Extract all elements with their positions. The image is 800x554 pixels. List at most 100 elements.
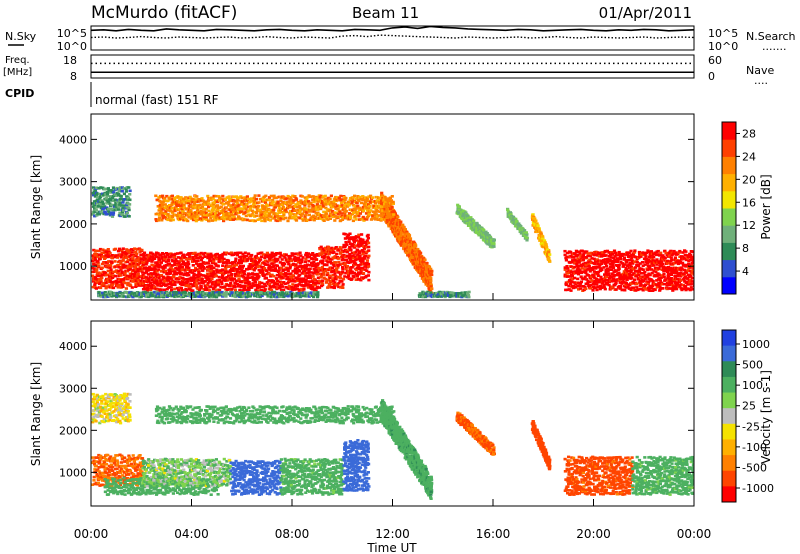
heat-cell [156,205,160,208]
heat-cell [195,280,199,283]
heat-cell [405,244,409,247]
heat-cell [650,257,654,261]
heat-cell [139,253,143,257]
heat-cell [625,278,629,282]
heat-cell [306,276,310,279]
heat-cell [230,287,234,291]
heat-cell [341,283,345,286]
heat-cell [295,284,300,288]
heat-cell [573,252,577,255]
heat-cell [99,186,103,189]
heat-cell [649,278,653,281]
heat-cell [651,280,655,283]
heat-cell [547,256,551,260]
heat-cell [622,256,626,259]
heat-cell [348,258,352,262]
heat-cell [150,278,154,282]
heat-cell [186,213,190,217]
heat-cell [208,273,212,276]
heat-cell [618,255,622,259]
heat-cell [200,274,204,277]
heat-cell [692,282,694,285]
heat-cell [207,214,211,217]
heat-cell [227,274,231,277]
heat-cell [211,204,215,208]
heat-cell [237,208,241,212]
heat-cell [154,255,158,259]
heat-cell [292,262,296,266]
heat-cell [411,260,415,264]
heat-cell [323,268,327,271]
heat-cell [91,280,96,283]
heat-cell [679,279,683,282]
heat-cell [339,247,343,251]
heat-cell [592,285,596,289]
heat-cell [141,265,145,268]
heat-cell [194,215,198,218]
heat-cell [410,259,415,262]
heat-cell [130,272,134,276]
heat-cell [123,215,127,218]
heat-cell [575,262,579,266]
heat-cell [104,279,108,282]
heat-cell [381,194,385,198]
heat-cell [171,210,175,213]
heat-cell [337,248,341,252]
heat-cell [337,271,341,274]
heat-cell [209,259,213,262]
heat-cell [124,287,128,290]
heat-cell [129,257,133,261]
noise-line-1 [90,34,695,39]
heat-cell [260,289,264,292]
heat-cell [617,250,621,254]
heat-cell [362,245,366,248]
frequency-panel-frame [90,54,695,79]
heat-cell [173,287,177,291]
heat-cell [141,271,145,274]
heat-cell [148,265,152,269]
heat-cell [122,273,126,276]
heat-cell [357,242,361,246]
heat-cell [324,252,328,255]
heat-cell [180,283,184,286]
heat-cell [113,247,118,251]
heat-cell [324,255,328,259]
heat-cell [570,265,574,268]
heat-cell [669,279,674,283]
heat-cell [178,211,183,214]
heat-cell [180,279,185,283]
heat-cell [293,267,297,271]
heat-cell [509,213,513,216]
heat-cell [225,262,229,265]
heat-cell [579,280,583,284]
heat-cell [312,289,316,292]
heat-cell [219,271,223,274]
heat-cell [332,283,336,286]
heat-cell [284,253,288,256]
heat-cell [98,247,103,251]
heat-cell [186,219,190,223]
heat-cell [566,275,570,278]
heat-cell [208,212,213,216]
heat-cell [101,200,105,204]
heat-cell [355,274,359,277]
heat-cell [187,273,191,277]
heat-cell [121,251,125,254]
heat-cell [584,282,588,286]
heat-cell [271,254,276,257]
heat-cell [128,277,132,280]
heat-cell [341,250,345,254]
heat-cell [651,259,656,262]
heat-cell [174,206,178,209]
heat-cell [270,253,274,257]
heat-cell [126,283,130,287]
heat-cell [409,249,413,252]
heat-cell [239,251,243,255]
heat-cell [156,261,160,264]
heat-cell [94,269,98,273]
heat-cell [234,279,239,282]
heat-cell [307,286,311,289]
heat-cell [120,186,124,189]
heat-cell [205,278,209,282]
